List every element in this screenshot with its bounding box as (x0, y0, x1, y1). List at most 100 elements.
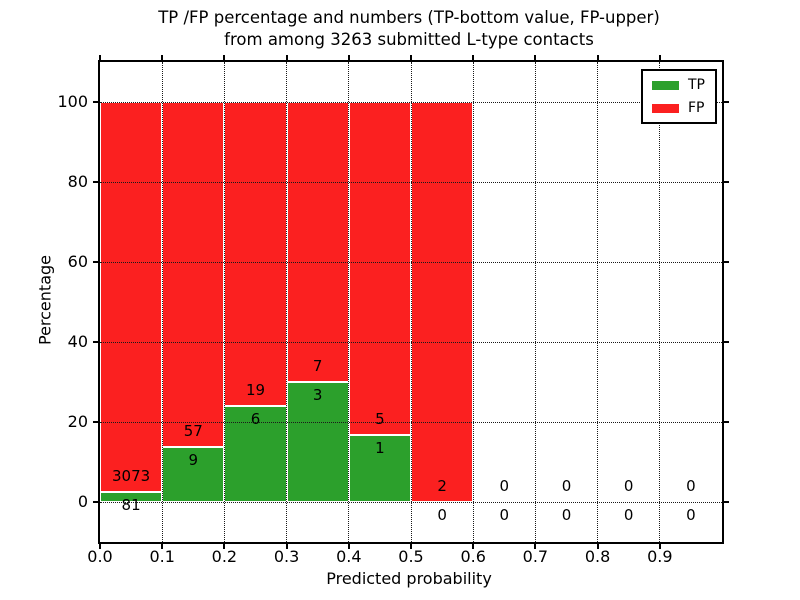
y-tick-right (724, 261, 729, 263)
bar-segment-fp-5 (411, 102, 474, 502)
chart-title: TP /FP percentage and numbers (TP-bottom… (98, 7, 720, 51)
legend-fp-swatch (652, 103, 679, 113)
vertical-gridline (223, 62, 225, 542)
y-tick (93, 421, 98, 423)
legend-item-tp: TP (652, 78, 705, 92)
bar-segment-tp-4 (348, 435, 411, 502)
bar-segment-fp-3 (286, 102, 349, 382)
bar-label-fp-7: 0 (561, 477, 572, 495)
y-tick (93, 261, 98, 263)
x-tick-label: 0.7 (522, 547, 549, 566)
bar-label-tp-6: 0 (499, 506, 510, 524)
bar-label-fp-5: 2 (437, 477, 447, 495)
vertical-gridline (161, 62, 163, 542)
bar-label-tp-3: 3 (312, 386, 323, 404)
bar-label-fp-9: 0 (686, 477, 696, 495)
legend-tp-swatch (652, 80, 679, 90)
legend-tp-label: TP (688, 77, 705, 93)
vertical-gridline (472, 62, 474, 542)
x-tick-top (596, 55, 599, 60)
x-axis-label: Predicted probability (326, 569, 492, 588)
y-tick-label: 60 (67, 252, 88, 271)
legend-item-fp: FP (652, 101, 705, 115)
x-tick-top (285, 55, 288, 60)
y-tick-label: 0 (77, 492, 88, 511)
y-tick (93, 341, 98, 343)
horizontal-gridline (100, 341, 722, 343)
plot-area: 3073 81 57 9 19 6 7 3 5 1 2 0 0 0 0 0 0 0 0 0 TP FP (98, 60, 724, 544)
x-tick-label: 0.3 (273, 547, 300, 566)
horizontal-gridline (100, 181, 722, 183)
y-axis-label: Percentage (35, 254, 55, 346)
bar-segment-fp-1 (162, 102, 225, 448)
x-tick (410, 544, 412, 549)
x-tick-top (347, 55, 350, 60)
bar-segment-tp-0 (100, 491, 163, 502)
x-tick (658, 544, 661, 549)
bar-labels-layer: 3073 81 57 9 19 6 7 3 5 1 2 0 0 0 0 0 0 0 0 0 (100, 62, 722, 542)
bar-label-tp-0: 81 (121, 495, 141, 514)
bar-segment-tp-3 (286, 382, 349, 502)
x-tick-top (534, 55, 537, 60)
y-tick (93, 101, 98, 103)
x-tick (347, 544, 350, 549)
x-tick-top (472, 55, 475, 60)
bar-label-fp-4: 5 (375, 410, 385, 429)
bar-label-tp-7: 0 (561, 506, 572, 524)
y-tick-label: 100 (57, 92, 88, 111)
y-tick-label: 20 (67, 412, 88, 431)
bar-segment-tp-1 (162, 447, 225, 502)
bar-segment-fp-4 (348, 102, 411, 436)
bar-label-fp-1: 57 (183, 422, 203, 441)
x-tick-label: 0.1 (149, 547, 175, 566)
chart-title-line2: from among 3263 submitted L-type contact… (224, 30, 594, 49)
bar-label-tp-8: 0 (623, 506, 634, 524)
y-tick-right (724, 181, 729, 183)
vertical-gridline (659, 62, 661, 542)
y-tick-right (724, 341, 729, 343)
x-tick-label: 0.5 (398, 547, 424, 566)
x-tick (223, 544, 226, 549)
bar-label-tp-1: 9 (188, 451, 199, 470)
x-tick (472, 544, 475, 549)
bar-label-tp-2: 6 (250, 410, 261, 428)
x-tick-label: 0.6 (460, 547, 486, 566)
horizontal-gridline (100, 261, 722, 263)
y-tick (93, 501, 98, 503)
bar-label-tp-4: 1 (375, 439, 385, 458)
horizontal-gridline (100, 501, 722, 503)
bar-label-fp-3: 7 (312, 357, 323, 375)
vertical-gridline (534, 62, 536, 542)
x-tick-label: 0.0 (87, 547, 113, 566)
x-tick-label: 0.8 (584, 547, 611, 566)
bar-label-fp-0: 3073 (112, 466, 151, 485)
x-tick (534, 544, 537, 549)
bar-label-tp-9: 0 (686, 506, 696, 524)
x-tick-label: 0.4 (336, 547, 362, 566)
gridlines-layer (100, 62, 722, 542)
y-tick-right (724, 101, 729, 103)
bar-label-tp-5: 0 (437, 506, 447, 524)
x-tick (596, 544, 599, 549)
vertical-gridline (348, 62, 350, 542)
vertical-gridline (410, 62, 412, 542)
horizontal-gridline (100, 421, 722, 423)
x-tick (285, 544, 288, 549)
x-tick-top (223, 55, 226, 60)
bar-label-fp-6: 0 (499, 477, 510, 495)
x-tick-top (410, 55, 412, 60)
bar-segment-fp-2 (224, 102, 287, 406)
y-tick-label: 80 (67, 172, 88, 191)
bar-label-fp-2: 19 (245, 381, 266, 399)
y-tick-right (724, 501, 729, 503)
y-tick-right (724, 421, 729, 423)
x-tick-top (99, 55, 101, 60)
x-tick-label: 0.9 (647, 547, 673, 566)
vertical-gridline (286, 62, 288, 542)
legend-fp-label: FP (688, 100, 705, 116)
legend: TP FP (641, 69, 717, 124)
bar-segment-fp-0 (100, 102, 163, 492)
x-tick-top (161, 55, 164, 60)
x-tick-label: 0.2 (211, 547, 238, 566)
